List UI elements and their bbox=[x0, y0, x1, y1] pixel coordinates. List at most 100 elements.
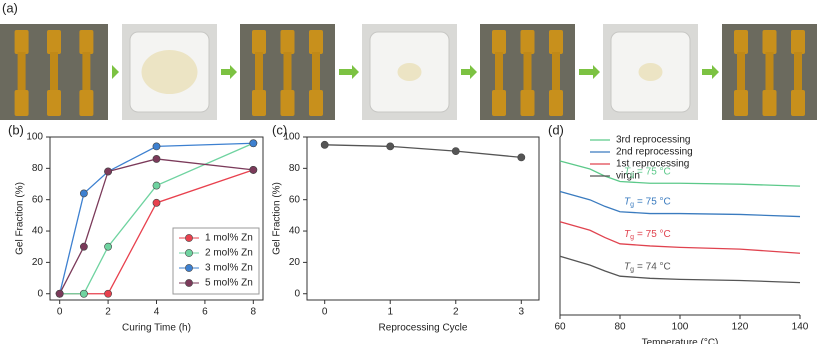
annotation-subscript: g bbox=[630, 266, 634, 273]
point bbox=[152, 198, 161, 207]
specimen bbox=[309, 30, 323, 54]
legend-label: 1 mol% Zn bbox=[205, 233, 253, 244]
legend-label: 2 mol% Zn bbox=[205, 248, 253, 259]
y-axis-label: Gel Fraction (%) bbox=[15, 182, 26, 255]
annotation: Tg = 75 °C bbox=[624, 166, 671, 178]
series-line bbox=[559, 255, 801, 284]
y-tick-label: 100 bbox=[283, 132, 300, 143]
point bbox=[104, 289, 112, 298]
specimen bbox=[47, 30, 61, 54]
specimen bbox=[492, 30, 506, 54]
x-tick-label: 4 bbox=[154, 307, 160, 318]
annotation: Tg = 75 °C bbox=[624, 196, 671, 208]
series-line bbox=[559, 160, 801, 187]
specimen bbox=[520, 90, 535, 116]
x-axis-label: Reprocessing Cycle bbox=[379, 323, 468, 334]
specimen bbox=[791, 90, 805, 116]
annotation: Tg = 75 °C bbox=[624, 229, 671, 241]
legend-marker bbox=[185, 264, 193, 272]
powder bbox=[397, 63, 422, 81]
legend-label: 3rd reprocessing bbox=[616, 135, 690, 146]
point bbox=[55, 289, 64, 298]
specimen bbox=[14, 30, 29, 54]
legend-marker bbox=[185, 249, 193, 257]
specimen bbox=[791, 30, 805, 54]
arrow bbox=[339, 65, 359, 79]
specimen bbox=[82, 52, 91, 92]
y-axis-label: Gel Fraction (%) bbox=[272, 182, 283, 255]
legend-marker bbox=[185, 279, 193, 287]
specimen bbox=[280, 90, 295, 116]
powder bbox=[141, 50, 198, 94]
specimen bbox=[734, 30, 748, 54]
x-tick-label: 0 bbox=[322, 307, 328, 318]
axis bbox=[306, 136, 540, 301]
panel-label: (c) bbox=[272, 122, 287, 137]
annotation-text: = 74 °C bbox=[637, 261, 671, 272]
legend-marker bbox=[185, 234, 193, 242]
specimen bbox=[283, 52, 292, 92]
specimen bbox=[79, 30, 94, 54]
annotation-symbol: T bbox=[624, 166, 631, 177]
x-tick-label: 8 bbox=[251, 307, 257, 318]
legend-label: 1st reprocessing bbox=[616, 159, 689, 170]
x-tick-label: 100 bbox=[672, 322, 689, 333]
x-axis-label: Curing Time (h) bbox=[122, 323, 191, 334]
x-tick-label: 80 bbox=[614, 322, 626, 333]
axis bbox=[49, 136, 264, 301]
x-tick-label: 2 bbox=[453, 307, 459, 318]
panel-label: (d) bbox=[548, 122, 564, 137]
series-line bbox=[324, 144, 522, 159]
specimen bbox=[734, 90, 748, 116]
specimen bbox=[17, 52, 26, 92]
annotation-text: = 75 °C bbox=[637, 196, 671, 207]
photo-strip bbox=[0, 24, 817, 120]
legend-label: virgin bbox=[616, 171, 640, 182]
specimen bbox=[312, 52, 320, 92]
specimen bbox=[50, 52, 58, 92]
point bbox=[249, 139, 258, 148]
y-tick-label: 20 bbox=[32, 257, 44, 268]
y-tick-label: 80 bbox=[289, 163, 301, 174]
specimen bbox=[495, 52, 503, 92]
legend-label: 5 mol% Zn bbox=[205, 278, 253, 289]
point bbox=[79, 242, 88, 251]
x-tick-label: 3 bbox=[519, 307, 525, 318]
arrow bbox=[112, 65, 119, 79]
point bbox=[249, 166, 258, 174]
point bbox=[320, 140, 329, 149]
specimen bbox=[309, 90, 323, 116]
specimen bbox=[762, 30, 777, 54]
annotation-text: = 75 °C bbox=[637, 166, 671, 177]
specimen bbox=[762, 90, 777, 116]
x-axis-label: Temperature (°C) bbox=[642, 338, 719, 344]
specimen bbox=[552, 52, 560, 92]
powder bbox=[638, 63, 663, 81]
specimen bbox=[280, 30, 295, 54]
specimen bbox=[14, 90, 29, 116]
x-tick-label: 120 bbox=[732, 322, 749, 333]
point bbox=[517, 153, 526, 162]
specimen bbox=[794, 52, 802, 92]
point bbox=[79, 189, 88, 198]
annotation-subscript: g bbox=[630, 201, 634, 208]
point bbox=[104, 167, 112, 176]
specimen bbox=[549, 90, 563, 116]
arrow bbox=[221, 65, 237, 79]
series-line bbox=[559, 190, 801, 218]
specimen bbox=[492, 90, 506, 116]
annotation-symbol: T bbox=[624, 229, 631, 240]
specimen bbox=[737, 52, 745, 92]
specimen bbox=[79, 90, 94, 116]
specimen bbox=[252, 90, 266, 116]
arrow bbox=[461, 65, 477, 79]
point bbox=[104, 242, 112, 251]
annotation: Tg = 74 °C bbox=[624, 261, 671, 273]
x-tick-label: 6 bbox=[202, 307, 208, 318]
specimen bbox=[252, 30, 266, 54]
legend-label: 2nd reprocessing bbox=[616, 147, 693, 158]
specimen bbox=[255, 52, 263, 92]
panel-label: (b) bbox=[8, 122, 24, 137]
y-tick-label: 100 bbox=[26, 132, 43, 143]
